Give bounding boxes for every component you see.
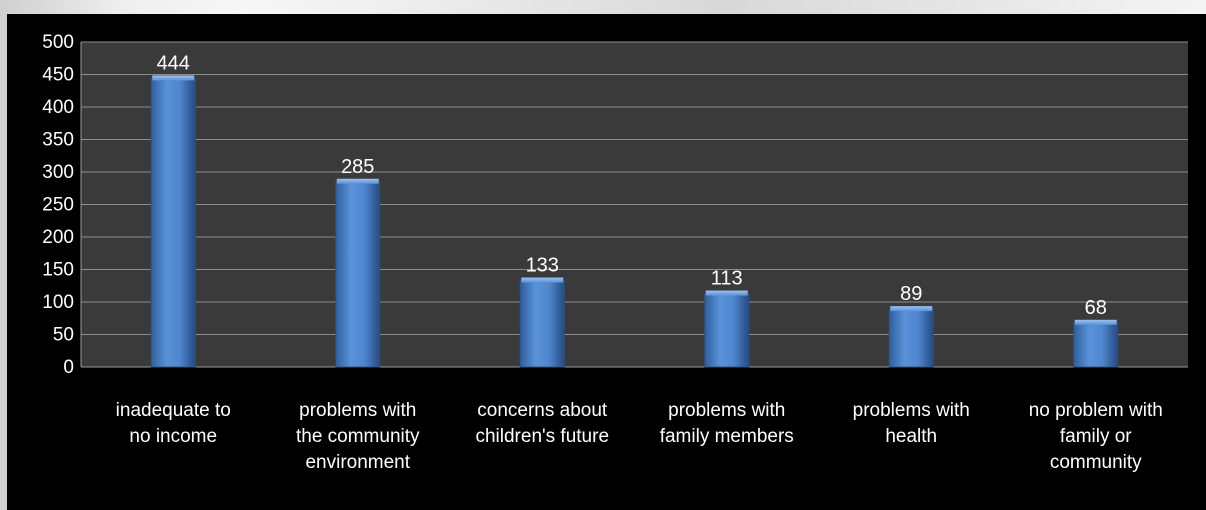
bar-group xyxy=(704,290,750,368)
bar-group xyxy=(335,178,381,368)
axes xyxy=(80,42,1188,368)
y-tick-label: 500 xyxy=(42,32,74,53)
y-tick-label: 50 xyxy=(53,325,74,346)
bar-cap xyxy=(152,75,195,81)
bar-cap xyxy=(890,306,933,312)
x-category-label: no income xyxy=(129,426,217,447)
chart-frame: 0 50 100 150 200 250 300 350 400 450 500 444 inadequ… xyxy=(7,14,1206,510)
bar-cap xyxy=(705,290,748,296)
bar-group xyxy=(888,306,934,368)
bar-chart: 0 50 100 150 200 250 300 350 400 450 500 444 inadequ… xyxy=(42,32,1188,473)
gridlines xyxy=(81,41,1188,335)
y-tick-label: 100 xyxy=(42,292,74,313)
labels: 0 50 100 150 200 250 300 350 400 450 500 444 inadequ… xyxy=(42,32,1163,473)
bars xyxy=(150,75,1119,368)
y-tick-label: 250 xyxy=(42,195,74,216)
bar-group xyxy=(1073,319,1119,368)
bar xyxy=(1073,322,1119,368)
data-label: 285 xyxy=(341,156,374,178)
x-category-label: inadequate to xyxy=(116,400,231,421)
x-category-label: children's future xyxy=(475,426,609,447)
bar xyxy=(704,293,750,368)
x-category-label: no problem with xyxy=(1029,400,1163,421)
y-tick-label: 200 xyxy=(42,227,74,248)
bar-cap xyxy=(1074,319,1117,325)
bar xyxy=(519,280,565,368)
y-tick-label: 350 xyxy=(42,130,74,151)
data-label: 133 xyxy=(526,255,559,277)
x-category-label: family or xyxy=(1060,426,1132,447)
x-category-label: problems with xyxy=(299,400,416,421)
bar-group xyxy=(150,75,196,368)
x-category-label: concerns about xyxy=(477,400,608,421)
data-label: 444 xyxy=(157,52,190,74)
y-tick-label: 0 xyxy=(63,357,74,378)
bar-cap xyxy=(521,277,564,283)
y-tick-label: 300 xyxy=(42,162,74,183)
y-tick-label: 450 xyxy=(42,65,74,86)
bar xyxy=(335,181,381,368)
y-tick-label: 400 xyxy=(42,97,74,118)
data-label: 89 xyxy=(900,283,922,305)
bar-cap xyxy=(336,178,379,184)
bar xyxy=(888,308,934,368)
x-category-label: problems with xyxy=(853,400,970,421)
bar-group xyxy=(519,277,565,368)
x-category-label: the community xyxy=(296,426,420,447)
bar xyxy=(150,77,196,368)
x-category-label: environment xyxy=(305,452,410,473)
data-label: 113 xyxy=(711,268,743,290)
x-category-label: health xyxy=(885,426,937,447)
x-category-label: community xyxy=(1050,452,1142,473)
x-category-label: problems with xyxy=(668,400,785,421)
data-label: 68 xyxy=(1085,297,1107,319)
y-tick-label: 150 xyxy=(42,260,74,281)
x-category-label: family members xyxy=(660,426,794,447)
